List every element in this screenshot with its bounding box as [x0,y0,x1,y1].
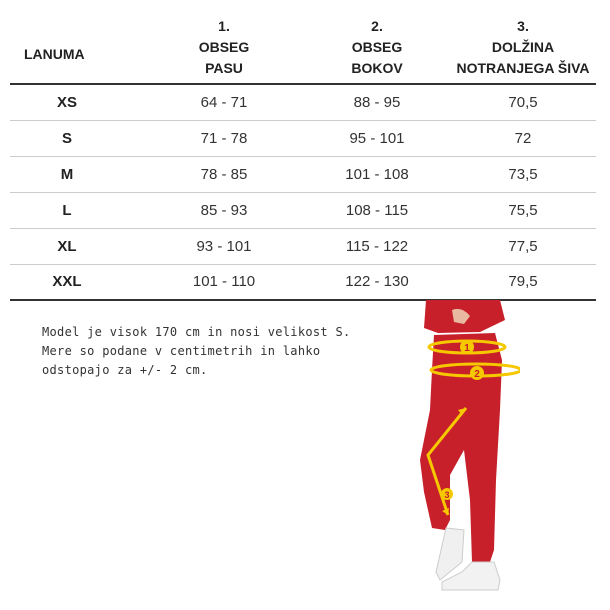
size-cell: L [10,192,144,228]
size-cell: M [10,156,144,192]
size-label: XS [56,93,77,111]
table-row: XS 64 - 71 88 - 95 70,5 [10,84,596,120]
header-hips: 2. OBSEG BOKOV [304,10,450,84]
header-inseam-number: 3. [517,18,529,34]
note-line: Mere so podane v centimetrih in lahko [42,344,321,358]
pants [420,333,502,562]
waist-cell: 101 - 110 [192,273,256,291]
header-waist-number: 1. [218,18,230,34]
table-row: XL 93 - 101 115 - 122 77,5 [10,228,596,264]
size-label: XL [57,237,77,255]
model-note: Model je visok 170 cm in nosi velikost S… [42,323,351,380]
size-table: LANUMA 1. OBSEG PASU 2. OBSEG BOKOV 3. D… [10,10,596,301]
size-label: S [61,129,72,147]
header-waist: 1. OBSEG PASU [144,10,304,84]
header-hips-line1: OBSEG [351,39,403,55]
inseam-cell: 73,5 [508,165,538,183]
inseam-cell: 79,5 [508,273,538,291]
waist-cell: 71 - 78 [200,129,248,147]
table-row: S 71 - 78 95 - 101 72 [10,120,596,156]
hips-cell: 115 - 122 [345,237,409,255]
inseam-cell: 72 [514,129,532,147]
size-cell: XS [10,84,144,120]
inseam-cell: 70,5 [508,93,538,111]
size-cell: XXL [10,264,144,300]
size-cell: XL [10,228,144,264]
hips-cell: 88 - 95 [353,93,401,111]
header-size-label: LANUMA [24,46,85,62]
table-row: XXL 101 - 110 122 - 130 79,5 [10,264,596,300]
shoe-left [435,527,465,581]
waist-cell: 64 - 71 [200,93,248,111]
size-label: M [60,165,74,183]
hips-cell: 95 - 101 [349,129,405,147]
size-label: XXL [52,273,82,291]
hips-cell: 101 - 108 [345,165,409,183]
waist-cell: 93 - 101 [196,237,252,255]
header-inseam-line2: NOTRANJEGA ŠIVA [456,60,590,76]
model-pants-illustration: 1 2 3 [420,300,520,591]
inseam-cell: 77,5 [508,237,538,255]
note-line: Model je visok 170 cm in nosi velikost S… [42,325,351,339]
hips-cell: 108 - 115 [345,201,409,219]
marker-1: 1 [460,340,474,354]
header-inseam-line1: DOLŽINA [491,39,555,55]
marker-3: 3 [441,488,453,500]
hand [452,308,470,324]
header-waist-line2: PASU [205,60,243,76]
svg-text:2: 2 [474,369,480,380]
marker-2: 2 [470,366,484,380]
header-size: LANUMA [10,10,144,84]
inseam-cell: 75,5 [508,201,538,219]
header-row: LANUMA 1. OBSEG PASU 2. OBSEG BOKOV 3. D… [10,10,596,84]
note-line: odstopajo za +/- 2 cm. [42,363,208,377]
hips-cell: 122 - 130 [345,273,409,291]
shoe-right [441,561,501,591]
header-waist-line1: OBSEG [198,39,250,55]
waist-cell: 78 - 85 [200,165,248,183]
size-cell: S [10,120,144,156]
table-row: M 78 - 85 101 - 108 73,5 [10,156,596,192]
svg-text:3: 3 [444,490,449,500]
table-row: L 85 - 93 108 - 115 75,5 [10,192,596,228]
header-hips-number: 2. [371,18,383,34]
svg-text:1: 1 [464,343,470,354]
header-inseam: 3. DOLŽINA NOTRANJEGA ŠIVA [450,10,596,84]
header-hips-line2: BOKOV [351,60,403,76]
size-label: L [62,201,72,219]
waist-cell: 85 - 93 [200,201,248,219]
